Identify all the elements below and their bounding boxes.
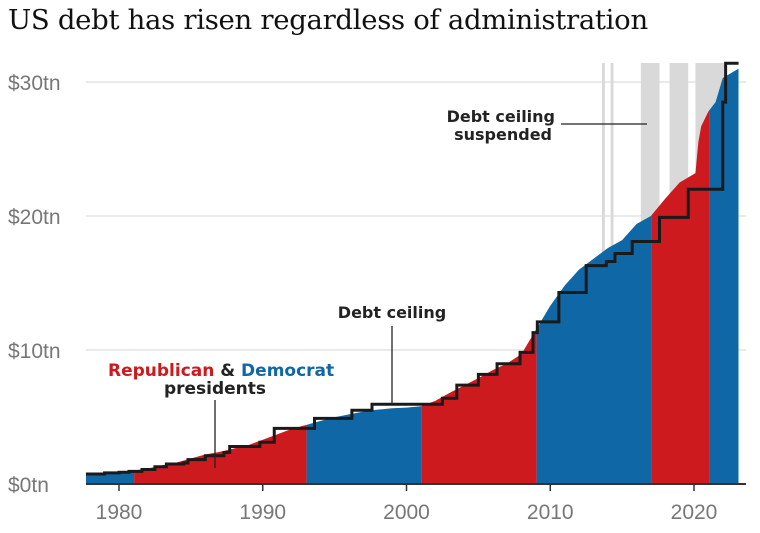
y-tick-label: $10tn — [8, 340, 61, 363]
x-tick-label: 2000 — [383, 501, 430, 524]
suspended-label-line1: Debt ceiling — [447, 107, 555, 126]
presidents-label: presidents — [164, 379, 266, 399]
x-tick-label: 1980 — [96, 501, 143, 524]
debt-areas — [85, 68, 739, 484]
legend-democrat: Democrat — [241, 361, 334, 381]
x-tick-label: 2010 — [527, 501, 574, 524]
legend-republican: Republican — [108, 361, 214, 381]
y-tick-label: $20tn — [8, 206, 61, 229]
x-tick-label: 2020 — [671, 501, 718, 524]
presidency-area-democrat — [306, 406, 422, 484]
debt-ceiling-label: Debt ceiling — [338, 303, 446, 322]
suspended-label-line2: suspended — [454, 125, 552, 144]
y-axis: $0tn $10tn $20tn $30tn — [8, 72, 61, 497]
presidency-area-republican — [651, 110, 710, 484]
presidency-area-democrat — [536, 215, 652, 484]
x-axis: 1980 1990 2000 2010 2020 — [96, 484, 718, 524]
debt-ceiling-line — [85, 61, 739, 476]
chart-title: US debt has risen regardless of administ… — [8, 4, 648, 36]
y-tick-label: $30tn — [8, 72, 61, 95]
x-tick-label: 1990 — [239, 501, 286, 524]
party-legend: Republican & Democrat — [108, 361, 334, 381]
y-tick-label: $0tn — [8, 474, 49, 497]
presidency-area-democrat — [709, 68, 739, 484]
legend-amp: & — [220, 361, 235, 381]
presidency-area-republican — [421, 328, 537, 484]
